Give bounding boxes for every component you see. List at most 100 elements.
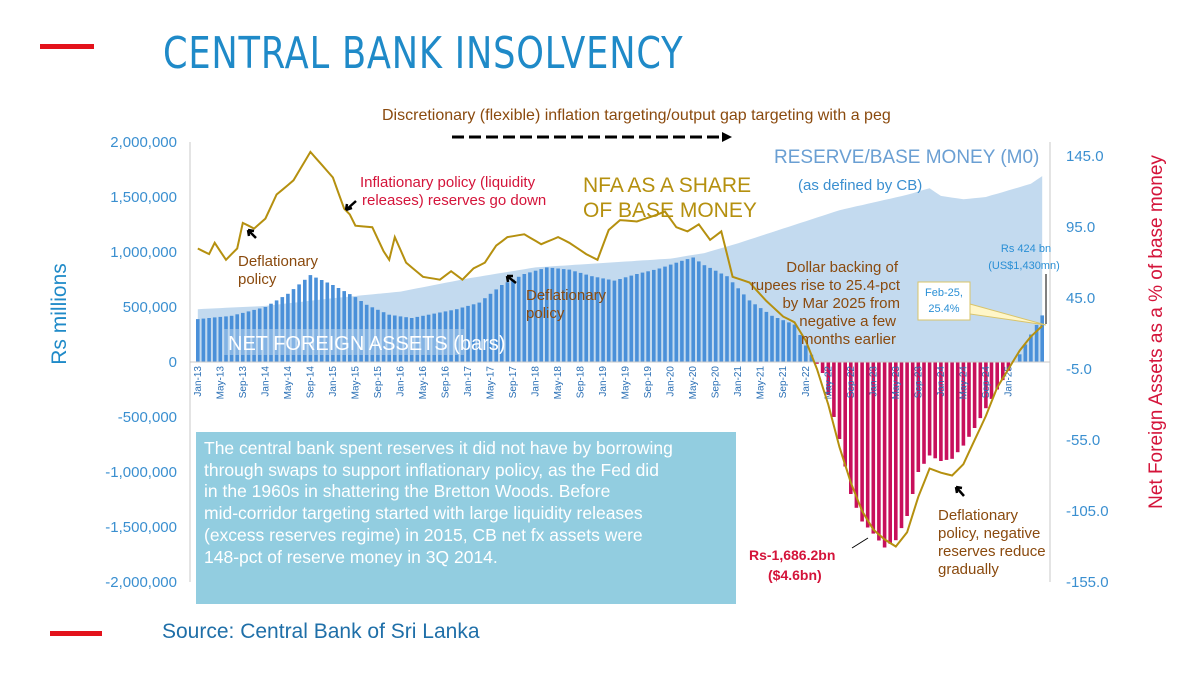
bar (1017, 354, 1022, 362)
x-tick-label: Jan-15 (328, 366, 339, 397)
bar (781, 320, 785, 362)
x-tick-label: May-23 (891, 366, 902, 400)
annotation-rs424-2: (US$1,430mn) (988, 260, 1060, 272)
bar (336, 288, 341, 362)
x-tick-label: Jan-18 (531, 366, 542, 397)
bar (888, 362, 892, 544)
annotation-low-2: ($4.6bn) (768, 567, 822, 583)
bar (804, 345, 808, 362)
bar (685, 259, 690, 362)
feb25-callout-2: 25.4% (928, 303, 959, 315)
bar (837, 362, 842, 439)
x-tick-label: May-14 (283, 366, 294, 400)
annotation-deflationary-3c: reserves reduce (938, 543, 1046, 560)
bar (218, 316, 223, 362)
annotation-deflationary-2b: policy (526, 305, 565, 322)
bar (640, 272, 645, 362)
bar (995, 362, 999, 390)
bar (635, 274, 639, 362)
x-tick-label: Jan-23 (868, 366, 879, 397)
x-tick-label: Jan-14 (260, 366, 271, 397)
x-tick-label: Sep-13 (238, 366, 249, 399)
y-tick-labels-left: 2,000,000 1,500,000 1,000,000 500,000 0 -500,… (105, 134, 177, 591)
y-tick-labels-right: 145.0 95.0 45.0 -5.0 -55.0 -105.0 -155.0 (1066, 148, 1109, 591)
y2-tick-label: -105.0 (1066, 503, 1109, 520)
bar (668, 264, 673, 362)
bar (1040, 315, 1044, 362)
annotation-deflationary-2a: Deflationary (526, 287, 607, 304)
y2-tick-label: -55.0 (1066, 432, 1100, 449)
bar (1023, 344, 1028, 362)
bar (601, 278, 605, 362)
source-label: Source: Central Bank of Sri Lanka (162, 620, 480, 643)
bar (961, 362, 966, 446)
bar (708, 267, 712, 362)
annotation-deflationary-3b: policy, negative (938, 525, 1040, 542)
bar (713, 270, 718, 362)
bar (747, 300, 752, 362)
x-tick-label: Sep-14 (305, 366, 316, 399)
bar (325, 282, 330, 362)
note-box-text: The central bank spent reserves it did n… (204, 438, 673, 567)
bar (978, 362, 983, 419)
bar (691, 257, 695, 362)
bar (815, 362, 819, 364)
bar (736, 288, 740, 362)
x-tick-label: May-21 (756, 366, 767, 400)
deflationary-arrow-icon-3 (954, 485, 965, 497)
bar (511, 279, 515, 362)
bar (860, 362, 864, 522)
bar (550, 267, 555, 362)
x-tick-label: Jan-13 (193, 366, 204, 397)
bar (832, 362, 836, 417)
bar (730, 282, 735, 363)
annotation-deflationary-3a: Deflationary (938, 507, 1019, 524)
x-tick-labels: Jan-13 May-13 Sep-13 Jan-14 May-14 Sep-14 Jan-… (193, 366, 1015, 400)
x-tick-label: Sep-20 (711, 366, 722, 399)
bar (567, 269, 572, 362)
nfa-bars-label-bg (224, 329, 464, 355)
bar (533, 270, 538, 362)
x-tick-label: May-20 (688, 366, 699, 400)
feb25-callout-1: Feb-25, (925, 287, 963, 299)
bar (612, 280, 617, 362)
bar (303, 279, 307, 362)
x-tick-label: Sep-19 (643, 366, 654, 399)
bar (516, 276, 521, 363)
y2-tick-label: -155.0 (1066, 574, 1109, 591)
y-tick-label: 0 (169, 354, 177, 371)
bar (556, 268, 560, 362)
bar (488, 293, 493, 362)
bar (680, 260, 684, 362)
y-tick-label: 1,000,000 (110, 244, 177, 261)
bar (725, 276, 729, 362)
nfa-bars (196, 257, 1044, 548)
y-tick-label: -1,500,000 (105, 519, 177, 536)
x-tick-label: Sep-18 (576, 366, 587, 399)
bar (331, 285, 335, 362)
annotation-deflationary-1a: Deflationary (238, 253, 319, 270)
feb25-callout-pointer (969, 303, 1047, 326)
bar (212, 317, 217, 362)
bar (944, 362, 949, 460)
bar (590, 276, 594, 362)
y-tick-label: 1,500,000 (110, 189, 177, 206)
bar (314, 277, 318, 362)
annotation-low-1: Rs-1,686.2bn (749, 547, 835, 563)
x-tick-label: May-17 (486, 366, 497, 400)
bar (939, 362, 943, 461)
nfa-share-line (197, 150, 1043, 548)
note-box: The central bank spent reserves it did n… (196, 432, 736, 604)
bar (826, 362, 831, 395)
annotation-rs424-1: Rs 424 bn (1001, 243, 1051, 255)
annotation-as-defined: (as defined by CB) (798, 177, 922, 194)
bar (348, 294, 352, 362)
bar (291, 289, 296, 362)
annotation-dollar-3: by Mar 2025 from (782, 295, 900, 312)
x-tick-label: May-13 (215, 366, 226, 400)
bar (854, 362, 859, 508)
bar (466, 305, 470, 362)
reserve-money-area-path (197, 176, 1043, 362)
annotation-reserve-money: RESERVE/BASE MONEY (M0) (774, 147, 1039, 168)
